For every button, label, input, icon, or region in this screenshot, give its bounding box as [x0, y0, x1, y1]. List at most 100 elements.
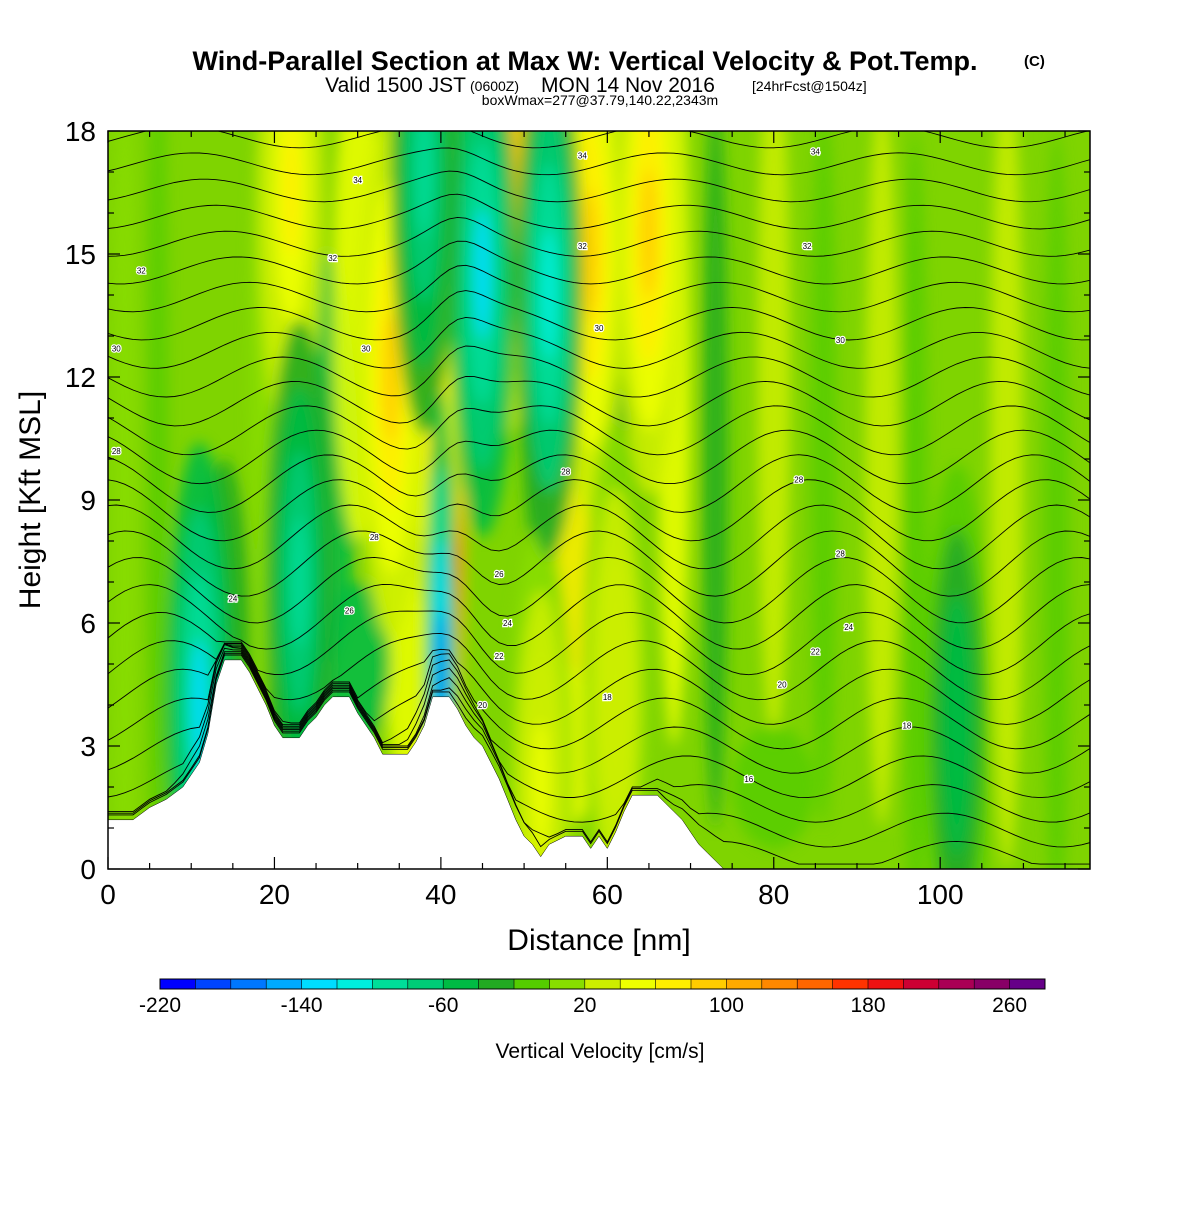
theta-contour [108, 479, 1090, 542]
theta-contour-label: 24 [228, 594, 237, 603]
theta-contour-label: 24 [503, 619, 512, 628]
colorbar-swatch [584, 979, 621, 989]
colorbar-swatch [903, 979, 940, 989]
colorbar-tick-label: -140 [281, 994, 323, 1017]
theta-contour-label: 32 [328, 254, 337, 263]
theta-contour [108, 642, 1090, 750]
updraft-core-ring [382, 311, 400, 443]
theta-contour-label: 28 [794, 476, 803, 485]
theta-contour-label: 20 [778, 681, 787, 690]
theta-contour-label: 30 [595, 324, 604, 333]
velocity-band [147, 131, 168, 869]
theta-contour [108, 264, 1090, 313]
theta-contour-label: 20 [478, 701, 487, 710]
y-tick-label: 15 [65, 239, 96, 270]
theta-contour [108, 216, 1090, 257]
theta-contour [108, 345, 1090, 398]
colorbar: -220 -140 -60 20 100 180 260 [139, 978, 1046, 1017]
x-tick-label: 40 [425, 879, 456, 910]
theta-contour [108, 240, 1090, 285]
x-tick-label: 0 [100, 879, 116, 910]
theta-contour-label: 28 [370, 533, 379, 542]
theta-contour-label: 18 [902, 722, 911, 731]
theta-contour-label: 28 [112, 447, 121, 456]
colorbar-swatch [691, 979, 727, 989]
theta-contour-label: 34 [578, 152, 587, 161]
theta-contour [108, 644, 1090, 774]
updraft-core-ring [640, 167, 658, 300]
colorbar-swatch [726, 979, 763, 989]
colorbar-tick-label: 100 [709, 994, 744, 1017]
velocity-band [703, 131, 728, 828]
theta-contour [108, 632, 1090, 701]
theta-contour [108, 290, 1090, 341]
theta-contour [108, 530, 1090, 597]
colorbar-swatch [549, 979, 586, 989]
colorbar-swatch [478, 979, 515, 989]
theta-contour-label: 28 [561, 467, 570, 476]
updraft-core-ring [532, 721, 550, 853]
downdraft-core-ring [474, 208, 491, 341]
updraft-core-ring [582, 188, 599, 320]
colorbar-swatch [337, 979, 373, 989]
valid-forecast: [24hrFcst@1504z] [752, 78, 867, 94]
downdraft-core-ring [948, 659, 966, 792]
colorbar-swatch [832, 979, 869, 989]
colorbar-swatch [230, 979, 267, 989]
colorbar-tick-label: -60 [428, 994, 458, 1017]
colorbar-swatch [372, 979, 409, 989]
theta-contour-label: 32 [137, 266, 146, 275]
velocity-band [902, 131, 928, 869]
x-tick-label: 60 [592, 879, 623, 910]
colorbar-swatch [655, 979, 692, 989]
downdraft-core-ring [291, 516, 308, 648]
chart-title-mark: (C) [1024, 53, 1045, 70]
axis-ticks: 0 20 40 60 80 100 0 3 6 9 12 15 18 [65, 116, 1090, 910]
colorbar-tick-label: -220 [139, 994, 181, 1017]
theta-contour [108, 647, 1090, 799]
downdraft-core [390, 131, 458, 435]
updraft-core [507, 524, 575, 869]
x-tick-label: 20 [259, 879, 290, 910]
colorbar-swatch [301, 979, 338, 989]
theta-contour [108, 170, 1090, 203]
theta-contour [108, 147, 1090, 176]
theta-contour [108, 504, 1090, 570]
colorbar-frame [159, 978, 1046, 990]
theta-contour-label: 30 [836, 336, 845, 345]
x-tick-label: 80 [758, 879, 789, 910]
colorbar-swatch [620, 979, 657, 989]
theta-contour-label: 16 [744, 775, 753, 784]
x-tick-label: 100 [917, 879, 964, 910]
updraft-core-ring [282, 131, 300, 259]
valid-prefix: Valid 1500 JST [325, 74, 466, 97]
colorbar-tick-label: 180 [850, 994, 885, 1017]
updraft-core [582, 422, 649, 869]
updraft-core-ring [607, 618, 624, 751]
colorbar-swatch [195, 979, 232, 989]
velocity-band [732, 725, 816, 849]
theta-contour-label: 28 [836, 549, 845, 558]
colorbar-swatch [974, 979, 1011, 989]
y-axis-label: Height [Kft MSL] [14, 391, 47, 609]
theta-contour [108, 405, 1090, 456]
theta-contour [108, 316, 1090, 369]
colorbar-label: Vertical Velocity [cm/s] [496, 1040, 705, 1063]
theta-contour-label: 22 [811, 648, 820, 657]
theta-contour-label: 30 [362, 344, 371, 353]
theta-contour-label: 24 [844, 623, 853, 632]
theta-contour-label: 22 [495, 652, 504, 661]
theta-contour [108, 610, 1090, 676]
downdraft-core [266, 319, 333, 845]
colorbar-swatch [160, 979, 196, 989]
colorbar-swatch [1009, 979, 1046, 989]
theta-contour-label: 34 [353, 176, 362, 185]
theta-contour-label: 34 [811, 148, 820, 157]
y-tick-label: 6 [80, 608, 96, 639]
x-axis-label: Distance [nm] [507, 924, 690, 957]
theta-contour [108, 654, 1090, 865]
theta-contour [108, 375, 1090, 427]
colorbar-swatch [761, 979, 798, 989]
theta-contour-label: 30 [112, 344, 121, 353]
